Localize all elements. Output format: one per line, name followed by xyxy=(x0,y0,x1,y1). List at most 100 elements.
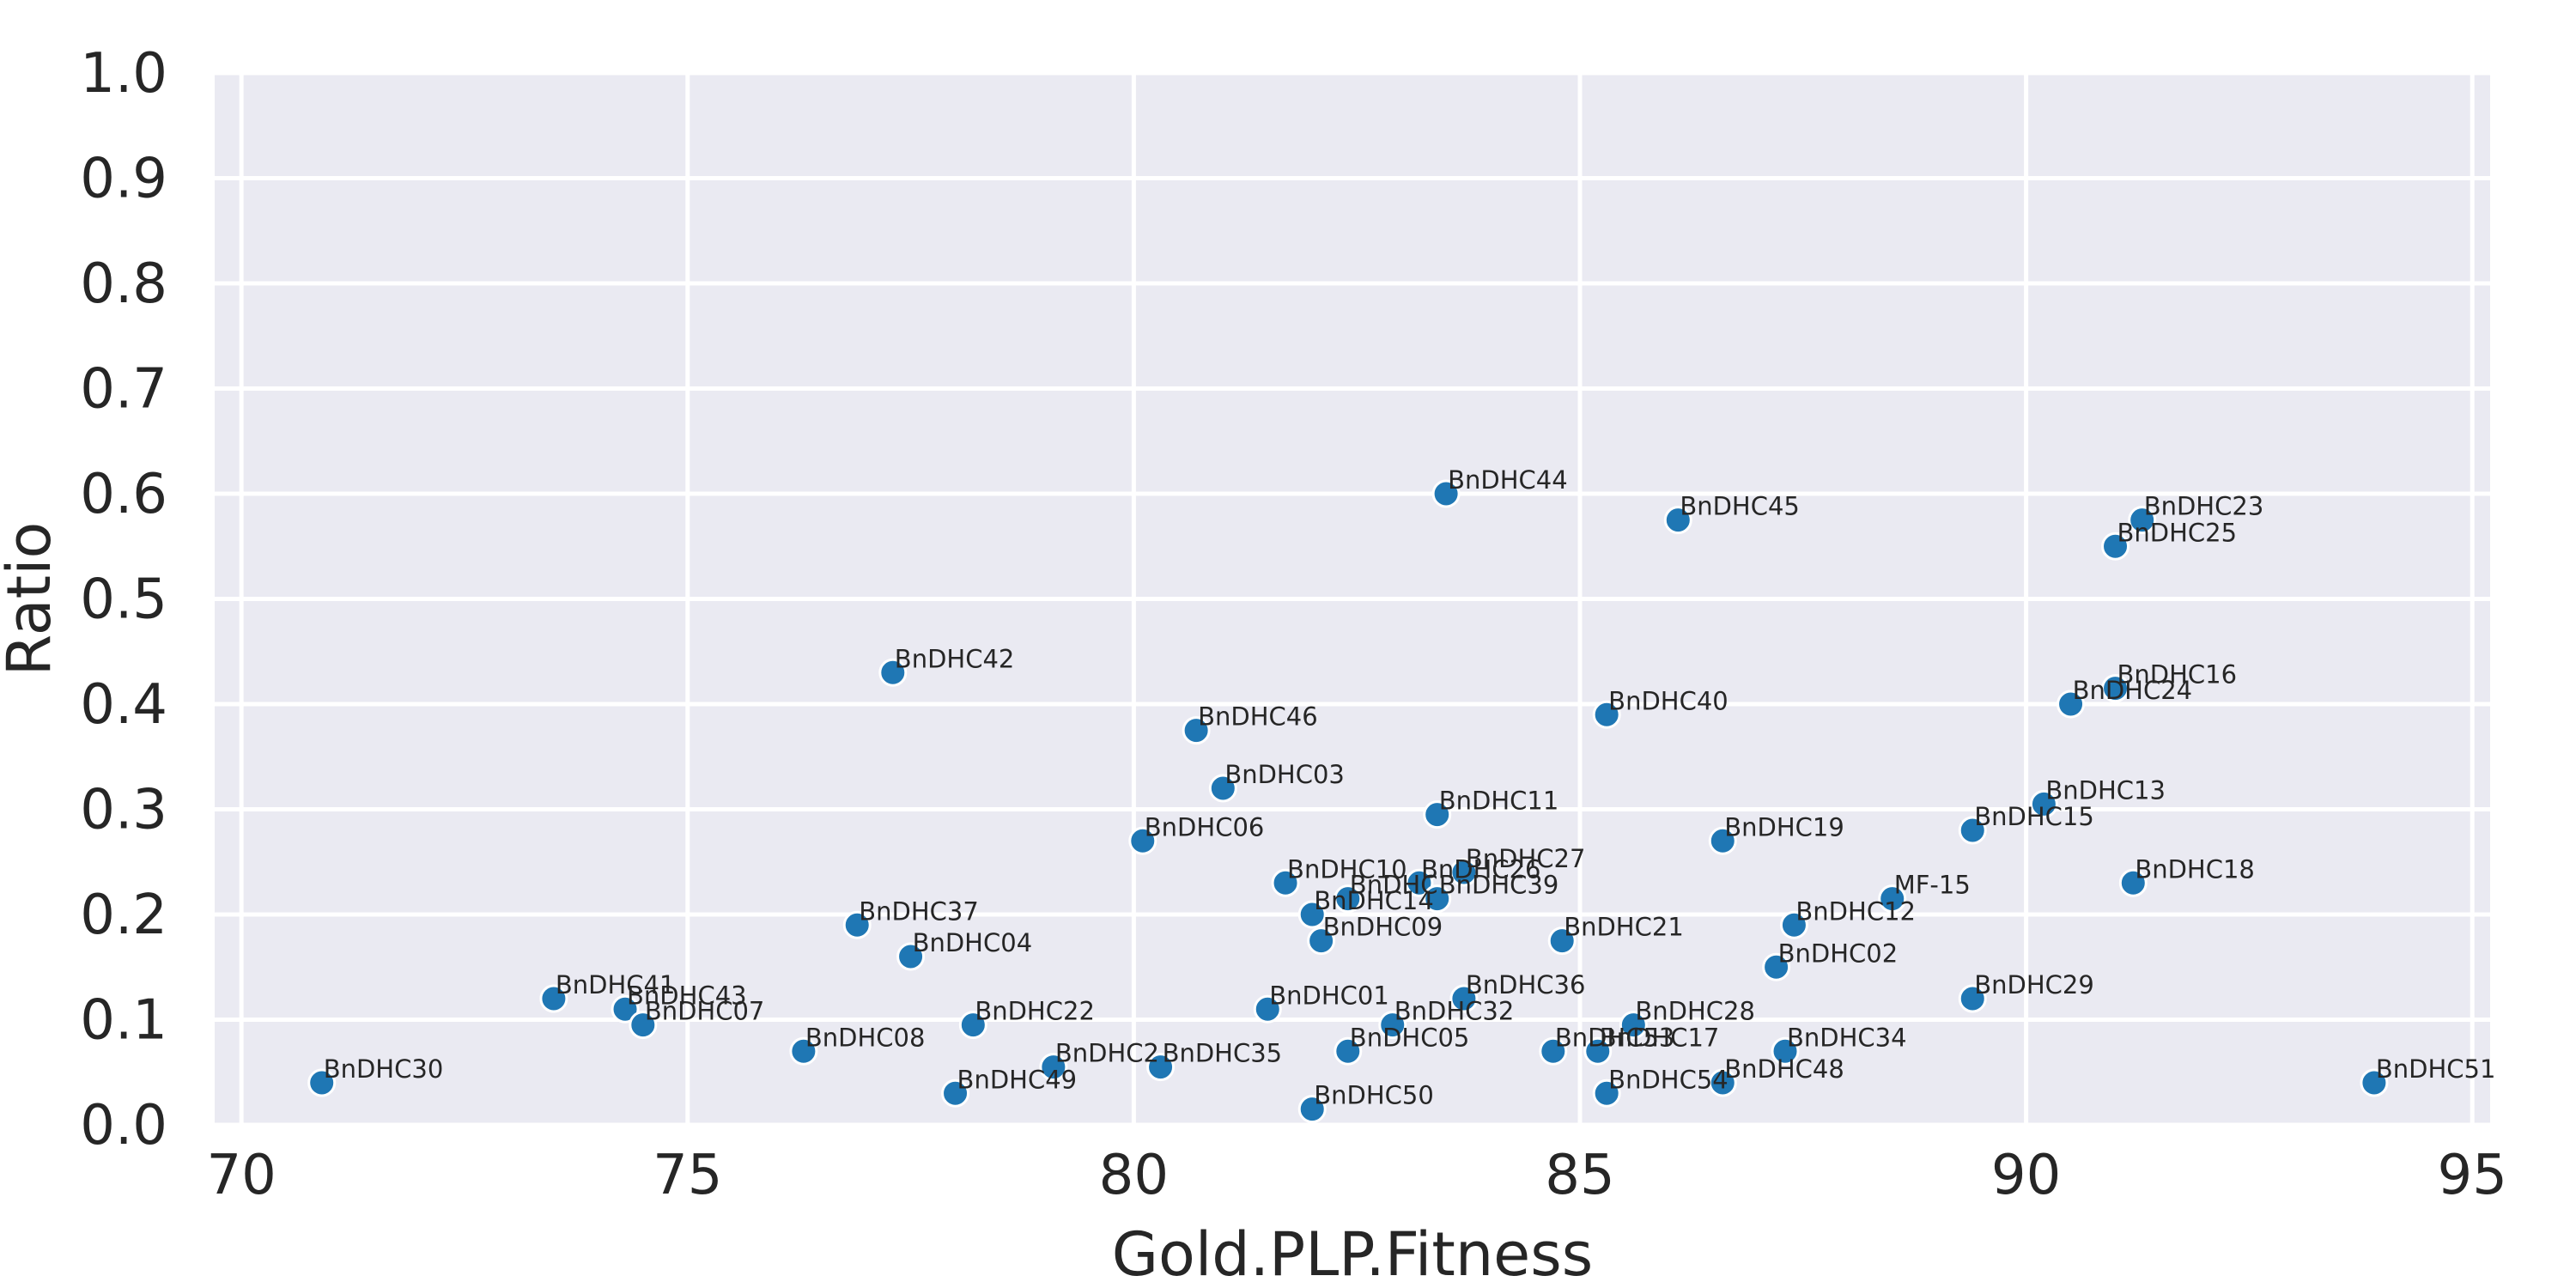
y-tick-label: 0.3 xyxy=(80,779,167,842)
data-point xyxy=(1334,1036,1363,1066)
y-tick-label: 0.7 xyxy=(80,358,167,422)
x-tick-label: 70 xyxy=(206,1144,276,1207)
point-label: BnDHC54 xyxy=(1608,1065,1728,1094)
tick-labels: 70 75 80 85 90 95 0.0 0.1 0.2 0.3 0.4 0.5 0.6 0.7 0.8 0… xyxy=(80,42,2507,1207)
data-point xyxy=(1539,1036,1568,1066)
data-point xyxy=(1208,774,1237,803)
point-label: BnDHC14 xyxy=(1314,886,1434,915)
data-point xyxy=(539,984,568,1013)
point-label: BnDHC37 xyxy=(859,896,979,926)
data-point xyxy=(896,942,926,971)
point-label: BnDHC15 xyxy=(1974,802,2094,831)
point-label: BnDHC45 xyxy=(1680,492,1800,521)
x-axis-title: Gold.PLP.Fitness xyxy=(1112,1219,1593,1288)
point-label: BnDHC22 xyxy=(975,997,1095,1026)
point-label: BnDHC43 xyxy=(627,981,747,1010)
data-point xyxy=(1378,1011,1407,1040)
point-label: BnDHC36 xyxy=(1466,970,1586,999)
data-point xyxy=(629,1011,658,1040)
y-tick-label: 0.9 xyxy=(80,148,167,211)
data-point xyxy=(1762,952,1791,981)
data-point xyxy=(1423,884,1452,914)
data-point xyxy=(1583,1036,1613,1066)
data-point xyxy=(2128,506,2157,535)
data-point xyxy=(1146,1053,1176,1082)
data-point xyxy=(1307,927,1336,956)
x-tick-label: 80 xyxy=(1099,1144,1169,1207)
y-tick-label: 0.0 xyxy=(80,1094,167,1157)
x-tick-label: 90 xyxy=(1991,1144,2061,1207)
point-label: MF-15 xyxy=(1894,871,1971,900)
data-point xyxy=(1619,1011,1648,1040)
point-label: BnDHC10 xyxy=(1287,854,1407,884)
point-label: BnDHC2 xyxy=(1055,1039,1159,1068)
point-label: BnDHC44 xyxy=(1448,465,1568,495)
point-label: BnDHC08 xyxy=(805,1023,926,1052)
point-label: BnDHC07 xyxy=(645,997,765,1026)
point-label: BnDHC01 xyxy=(1269,981,1389,1010)
data-point xyxy=(1449,984,1479,1013)
grid-lines xyxy=(215,70,2490,1127)
data-point xyxy=(2101,674,2130,703)
point-label: BnDHC48 xyxy=(1724,1054,1844,1084)
point-label: BnDHC49 xyxy=(957,1065,1078,1094)
y-tick-label: 1.0 xyxy=(80,42,167,106)
data-point xyxy=(2029,789,2058,818)
point-label: BnDHC06 xyxy=(1145,812,1265,841)
data-points xyxy=(307,479,2389,1124)
point-label: BnDHC46 xyxy=(1198,702,1318,732)
point-label: BnDHC35 xyxy=(1163,1039,1283,1068)
point-label: BnDHC11 xyxy=(1439,787,1559,816)
x-tick-label: 95 xyxy=(2437,1144,2506,1207)
point-label: BnDHC25 xyxy=(2117,518,2238,547)
point-label: BnDHC19 xyxy=(1724,812,1844,841)
data-point xyxy=(1592,1078,1621,1108)
data-point xyxy=(2057,690,2086,719)
data-point xyxy=(2360,1068,2389,1097)
data-point xyxy=(1297,900,1327,929)
point-label: BnDHC41 xyxy=(556,970,676,999)
data-point xyxy=(1182,716,1211,745)
data-point xyxy=(2101,532,2130,561)
data-point xyxy=(842,910,872,939)
point-label: BnDHC21 xyxy=(1564,913,1684,942)
data-point xyxy=(1708,1068,1737,1097)
data-point xyxy=(307,1068,337,1097)
data-point xyxy=(1423,800,1452,829)
data-point xyxy=(1958,816,1987,845)
data-point xyxy=(1878,884,1907,914)
data-point xyxy=(1708,826,1737,855)
data-point xyxy=(2118,868,2148,897)
data-point xyxy=(1592,700,1621,729)
y-axis-title: Ratio xyxy=(0,522,64,677)
data-point xyxy=(789,1036,818,1066)
data-point xyxy=(1663,506,1692,535)
y-tick-label: 0.6 xyxy=(80,463,167,526)
data-point xyxy=(1253,994,1282,1024)
data-point xyxy=(1271,868,1300,897)
point-label: BnDHC51 xyxy=(2376,1054,2496,1084)
y-tick-label: 0.8 xyxy=(80,252,167,316)
point-label: BnDHC53 xyxy=(1555,1023,1675,1052)
data-point xyxy=(1297,1095,1327,1124)
point-label: BnDHC27 xyxy=(1466,844,1586,873)
point-label: BnDHC04 xyxy=(913,928,1033,957)
point-label: BnDHC30 xyxy=(324,1054,444,1084)
data-point xyxy=(941,1078,970,1108)
data-point xyxy=(958,1011,987,1040)
point-label: BnDHC18 xyxy=(2135,854,2255,884)
x-tick-label: 75 xyxy=(653,1144,722,1207)
point-label: BnDHC xyxy=(1350,871,1438,900)
data-point xyxy=(1431,479,1461,508)
point-label: BnDHC16 xyxy=(2117,660,2238,690)
point-label: BnDHC42 xyxy=(895,644,1015,673)
data-point xyxy=(1128,826,1157,855)
point-label: BnDHC32 xyxy=(1394,997,1515,1026)
data-point xyxy=(878,658,908,687)
point-label: BnDHC23 xyxy=(2144,492,2264,521)
data-point xyxy=(1771,1036,1800,1066)
point-label: BnDHC17 xyxy=(1600,1023,1720,1052)
point-label: BnDHC39 xyxy=(1439,871,1559,900)
data-point xyxy=(1039,1053,1068,1082)
